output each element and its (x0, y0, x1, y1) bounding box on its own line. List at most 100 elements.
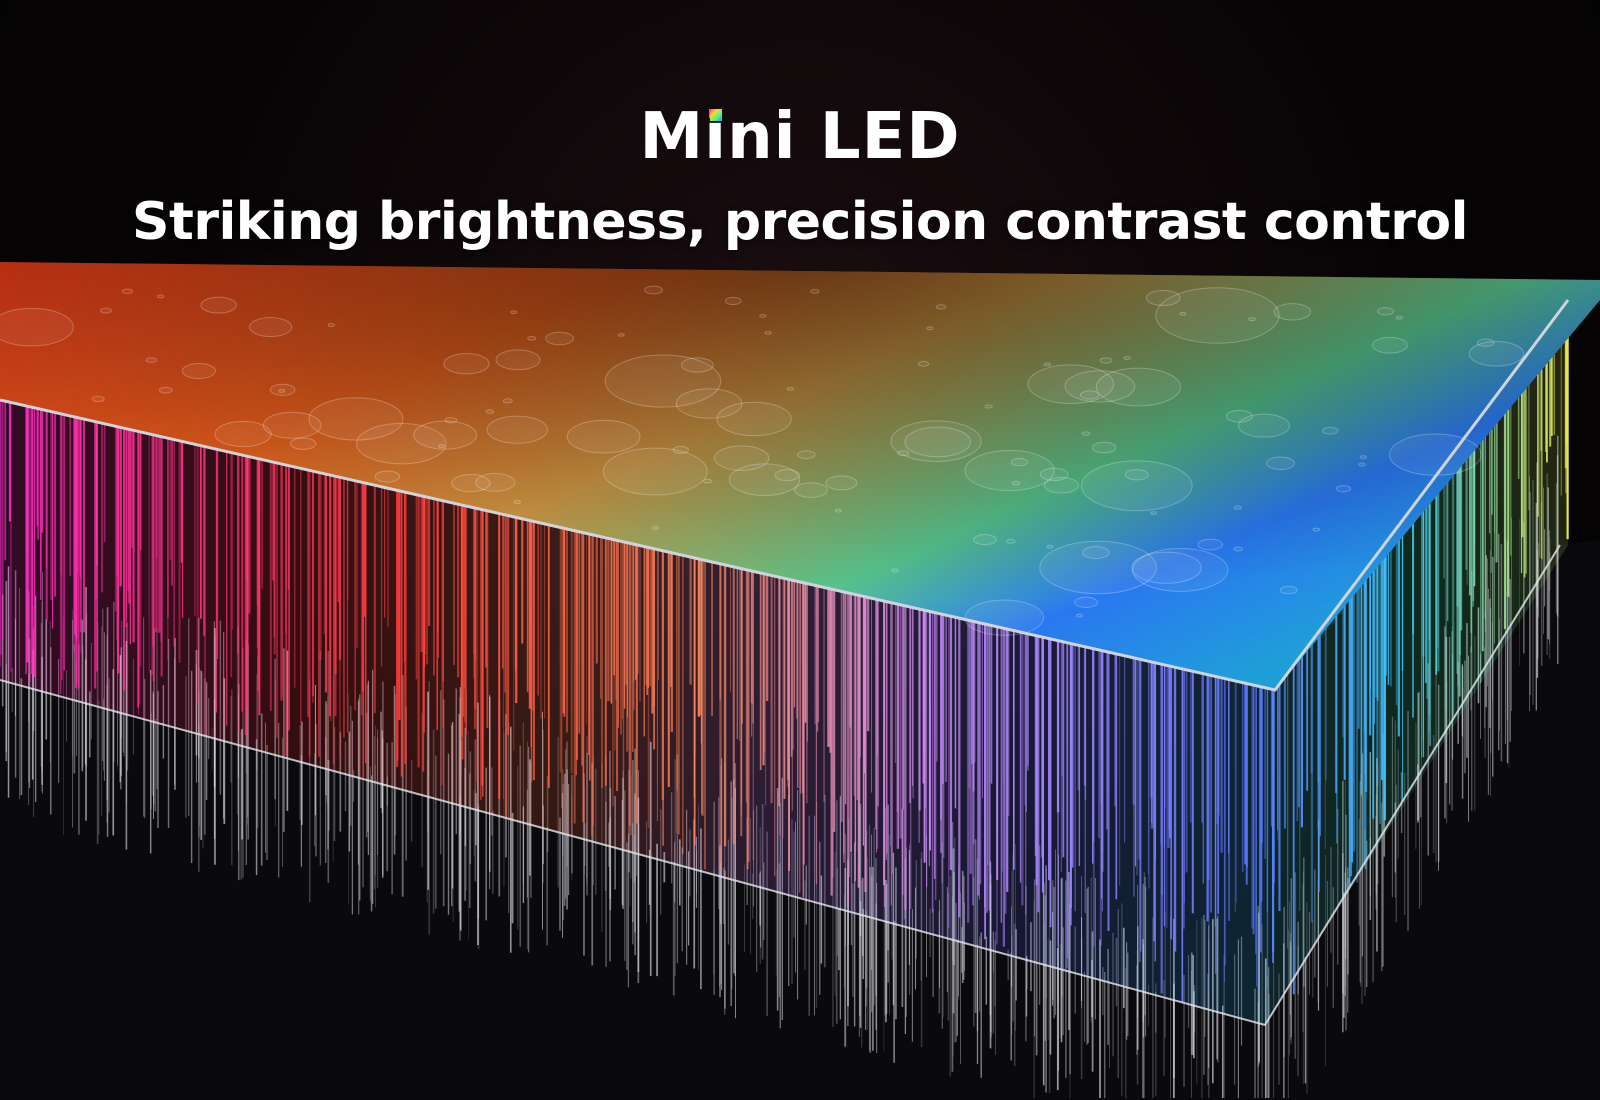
bubble (1081, 431, 1091, 436)
lower-glass-slab (0, 540, 1600, 1100)
bubble (1099, 357, 1113, 364)
bubble (728, 463, 801, 497)
bubble (1179, 311, 1187, 316)
bubble (1279, 585, 1298, 595)
bubble (1273, 303, 1312, 321)
headline-rest: ni LED (727, 100, 961, 174)
bubble (327, 323, 335, 327)
bubble (675, 388, 743, 419)
bubble (1468, 341, 1525, 367)
bubble (602, 447, 708, 496)
bubble (714, 445, 770, 471)
bubble (724, 296, 742, 306)
bubble (825, 475, 858, 491)
bubble (1005, 538, 1016, 544)
bubble (1132, 548, 1229, 592)
bubble (278, 389, 286, 393)
bubble (617, 333, 625, 337)
bubble (443, 353, 490, 375)
bubble (810, 289, 820, 294)
bubble (1079, 390, 1100, 400)
bubble (1010, 457, 1028, 467)
bubble (308, 397, 404, 441)
bubble (1225, 409, 1253, 423)
bubble (413, 420, 478, 450)
bubble (495, 349, 541, 371)
bubble (1389, 433, 1482, 476)
bubble (289, 437, 317, 450)
bubble (926, 326, 934, 331)
bubble (917, 361, 930, 367)
bubble (545, 331, 574, 346)
bubble (680, 357, 714, 373)
bubble (214, 420, 272, 448)
subheadline: Striking brightness, precision contrast … (132, 192, 1468, 252)
bubble (1377, 307, 1395, 316)
bubble (269, 383, 296, 396)
bubble (1091, 441, 1117, 454)
bubble (1321, 426, 1339, 435)
bubble (451, 474, 491, 493)
bubble (904, 426, 972, 458)
bubble (786, 386, 794, 391)
bubble (1476, 338, 1495, 347)
bubble (486, 415, 548, 444)
bubble (774, 469, 800, 482)
bubble (1131, 551, 1202, 584)
bubble (249, 317, 293, 338)
bubble (444, 417, 458, 424)
bubble (1155, 287, 1280, 344)
bubble (716, 401, 792, 437)
bubble (891, 568, 899, 573)
bubble (1074, 596, 1099, 608)
bubble (1197, 538, 1223, 551)
bubble (984, 404, 993, 409)
bubble (1124, 469, 1149, 481)
bubble (1075, 613, 1083, 618)
bubble (1039, 467, 1069, 482)
bubble (1123, 356, 1131, 360)
bubble (1371, 336, 1408, 354)
bubble (764, 331, 772, 335)
bubble (964, 599, 1044, 636)
bubble (1266, 456, 1295, 471)
bubble (121, 288, 133, 295)
bubble (1064, 370, 1136, 403)
bubble-texture (0, 285, 1525, 636)
bubble (834, 508, 842, 513)
bubble (200, 296, 237, 314)
bubble (566, 419, 641, 454)
bubble (1039, 540, 1157, 595)
bubble (1395, 315, 1403, 320)
lower-slab-edge (0, 544, 1561, 1027)
bubble (1082, 546, 1110, 560)
bubble (1080, 460, 1193, 512)
bubble (156, 294, 165, 299)
bubble (973, 534, 997, 546)
headline: Mini LED (0, 100, 1600, 174)
color-light-streaks (0, 300, 1569, 1003)
bubble (1145, 289, 1181, 306)
bubble (1233, 505, 1243, 510)
bubble (1248, 317, 1257, 322)
bubble (181, 363, 216, 380)
bubble (890, 420, 982, 462)
bubble (644, 285, 663, 295)
bubble (527, 336, 537, 341)
panel-edge (0, 299, 1570, 692)
bubble (964, 449, 1055, 492)
bubble (374, 470, 401, 483)
bubble (91, 395, 105, 403)
headline-prefix: M (639, 100, 705, 174)
bubble (1359, 455, 1367, 460)
bubble (1149, 511, 1157, 515)
bubble (1233, 546, 1244, 552)
bubble (0, 307, 74, 347)
bubble (935, 304, 947, 310)
bubble (1011, 480, 1021, 486)
bubble (702, 478, 713, 484)
bubble (1046, 544, 1054, 549)
bubble (1237, 413, 1291, 438)
